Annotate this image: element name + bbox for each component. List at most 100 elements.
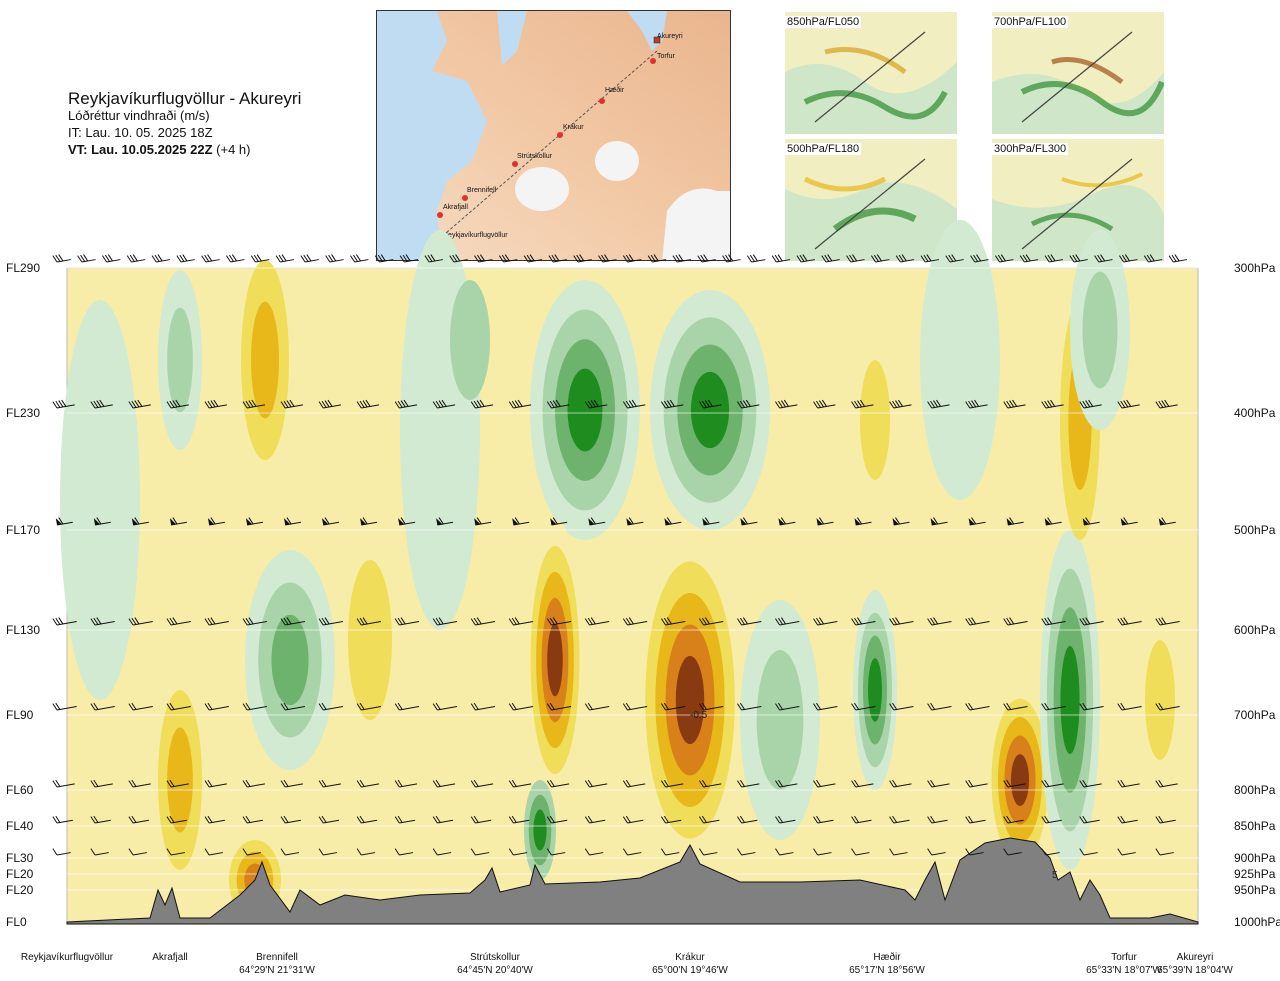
wind-barb-feather — [325, 255, 331, 263]
wind-barb-feather — [1088, 399, 1094, 407]
wind-barb-shaft — [1159, 783, 1178, 788]
map-marker-brennifell — [462, 195, 468, 201]
wind-barb-shaft — [703, 783, 722, 788]
wind-barb-shaft — [132, 783, 151, 788]
wind-barb-shaft — [171, 852, 185, 856]
wind-barb — [622, 779, 646, 788]
wind-barb-shaft — [1159, 706, 1180, 711]
location-name: Krákur — [675, 952, 705, 963]
wind-barb-feather — [854, 702, 860, 710]
wind-barb-feather — [933, 400, 939, 408]
wind-barb-feather — [278, 254, 284, 262]
wind-barb — [927, 702, 952, 711]
wind-barb-shaft — [399, 521, 416, 526]
wind-barb-feather — [182, 254, 188, 262]
wind-barb — [775, 617, 800, 626]
wind-barb-feather — [172, 617, 178, 625]
wind-barb-feather — [965, 780, 971, 788]
wind-barb-shaft — [171, 706, 191, 711]
wind-barb-feather — [936, 399, 942, 407]
wind-barb — [242, 779, 265, 788]
wind-barb-feather — [96, 517, 102, 525]
wind-barb-shaft — [285, 706, 305, 711]
wind-barb — [55, 517, 73, 526]
wind-barb — [775, 815, 796, 824]
wind-barb — [128, 848, 147, 856]
wind-barb-shaft — [1121, 621, 1142, 626]
wind-barb-flag — [474, 518, 481, 525]
location-label: Torfur 65°33'N 18°07'W — [1064, 951, 1184, 977]
wind-barb-feather — [397, 779, 403, 787]
wind-barb-feather — [283, 815, 289, 823]
wind-barb-feather — [742, 400, 748, 408]
wind-barb-feather — [90, 848, 96, 856]
wind-barb-flag — [245, 518, 253, 525]
contour-label: -0.5 — [690, 710, 708, 721]
location-label: Hæðir 65°17'N 18°56'W — [827, 951, 947, 977]
wind-barb-feather — [1047, 617, 1053, 625]
map-label-haedir: Hæðir — [605, 87, 625, 94]
thumbnail-300hpa[interactable]: 300hPa/FL300 — [992, 139, 1164, 261]
wind-barb-shaft — [589, 819, 606, 824]
wind-barb-feather — [362, 517, 368, 525]
wind-barb — [90, 848, 109, 856]
wind-barb — [1120, 517, 1138, 526]
wind-barb-flag — [1082, 518, 1089, 525]
wind-barb — [204, 617, 229, 626]
wind-barb-feather — [52, 848, 58, 856]
wind-barb — [813, 815, 834, 824]
thumbnail-850hpa[interactable]: 850hPa/FL050 — [785, 12, 957, 134]
wind-barb-feather — [973, 254, 979, 262]
field-blob-7-0 — [348, 560, 392, 720]
wind-barb-flag — [1120, 518, 1127, 525]
wind-barb-feather — [698, 401, 704, 409]
wind-barb — [737, 848, 756, 856]
wind-barb-feather — [584, 401, 590, 409]
wind-barb-shaft — [354, 259, 369, 263]
field-blob-21-0 — [920, 220, 1000, 500]
wind-barb — [550, 517, 568, 526]
wind-barb-shaft — [247, 621, 267, 626]
wind-barb-feather — [207, 400, 213, 408]
wind-barb-feather — [248, 517, 254, 525]
field-blob-17-1 — [1068, 350, 1092, 490]
wind-barb-shaft — [855, 852, 870, 856]
wind-barb-feather — [359, 779, 365, 787]
wind-barb-shaft — [285, 404, 304, 409]
thumbnail-500hpa[interactable]: 500hPa/FL180 — [785, 139, 957, 261]
wind-barb-feather — [1044, 779, 1050, 787]
wind-barb-feather — [1123, 400, 1129, 408]
wind-barb-shaft — [247, 819, 264, 824]
wind-barb-feather — [549, 779, 555, 787]
valid-time-offset: (+4 h) — [216, 142, 251, 157]
wind-barb-shaft — [1007, 621, 1028, 626]
wind-barb-feather — [1044, 400, 1050, 408]
wind-barb-shaft — [437, 521, 454, 526]
wind-barb-shaft — [361, 852, 376, 856]
wind-barb-feather — [1155, 816, 1161, 824]
wind-barb-feather — [584, 848, 590, 856]
wind-barb-feather — [625, 779, 631, 787]
wind-barb-feather — [511, 815, 517, 823]
fl-tick-label: FL90 — [6, 708, 34, 722]
wind-barb — [128, 399, 151, 409]
wind-barb-feather — [331, 254, 337, 262]
wind-barb-feather — [968, 702, 974, 710]
wind-barb — [775, 702, 800, 711]
wind-barb-feather — [1171, 254, 1177, 262]
wind-barb-feather — [435, 617, 441, 625]
wind-barb-shaft — [665, 706, 686, 711]
wind-barb-feather — [698, 780, 704, 788]
field-blob-2-0 — [400, 230, 480, 630]
wind-barb-feather — [1009, 517, 1015, 525]
wind-barb-feather — [327, 399, 333, 407]
wind-barb-shaft — [361, 706, 382, 711]
thumbnail-700hpa[interactable]: 700hPa/FL100 — [992, 12, 1164, 134]
fl-tick-label: FL290 — [6, 261, 41, 275]
wind-barb — [128, 779, 151, 788]
field-blob-8-2 — [536, 571, 574, 749]
wind-barb-feather — [854, 815, 860, 823]
wind-barb-feather — [593, 399, 599, 407]
wind-barb — [927, 617, 952, 626]
wind-barb-shaft — [361, 783, 380, 788]
